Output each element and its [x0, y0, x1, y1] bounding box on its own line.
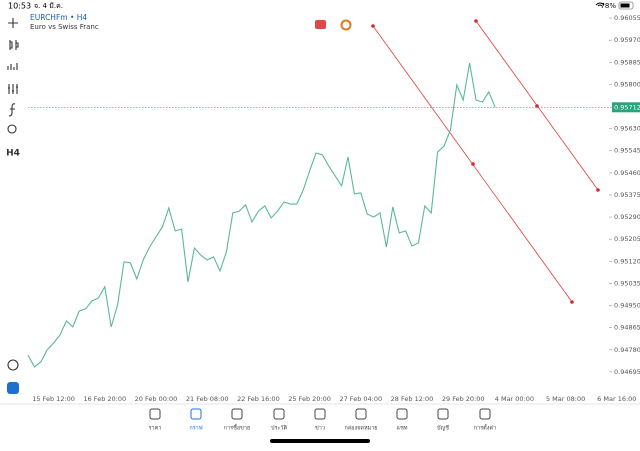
y-tick-label: 0.96055	[614, 14, 640, 22]
x-tick-label: 15 Feb 12:00	[32, 395, 75, 403]
symbol: EURCHFm • H4	[30, 13, 87, 22]
x-tick-label: 27 Feb 04:00	[339, 395, 382, 403]
indicators-tool[interactable]	[7, 63, 18, 70]
history-tool[interactable]	[7, 359, 19, 371]
function-tool[interactable]	[8, 103, 16, 117]
tab-icon[interactable]	[149, 408, 161, 420]
y-tick-label: 0.94950	[614, 302, 640, 310]
timeframe-button[interactable]: H4	[6, 149, 20, 159]
trend-point[interactable]	[471, 162, 475, 166]
y-tick-label: 0.94865	[614, 324, 640, 332]
y-tick-label: 0.95120	[614, 257, 640, 265]
x-tick-label: 4 Mar 00:00	[495, 395, 534, 403]
battery-fill	[620, 3, 630, 8]
trend-point[interactable]	[474, 19, 478, 23]
wifi-icon	[595, 2, 605, 7]
tab-label[interactable]: ข่าว	[315, 426, 325, 432]
tab-label[interactable]: การตั้งค่า	[474, 424, 496, 432]
tab-label[interactable]: แชท	[397, 425, 408, 432]
x-tick-label: 29 Feb 20:00	[442, 395, 485, 403]
tab-icon[interactable]	[396, 408, 408, 420]
status-date: จ. 4 มี.ค.	[34, 2, 63, 10]
y-tick-label: 0.95035	[614, 279, 640, 287]
trend-point[interactable]	[596, 188, 600, 192]
y-tick-label: 0.94695	[614, 368, 640, 376]
status-time: 10:53	[8, 2, 31, 11]
symbol-description: Euro vs Swiss Franc	[30, 23, 99, 31]
tab-label[interactable]: ประวัติ	[271, 425, 287, 432]
tab-label[interactable]: บัญชี	[437, 425, 449, 432]
y-tick-label: 0.95205	[614, 235, 640, 243]
battery-level: 78%	[600, 2, 616, 10]
crosshair-tool[interactable]	[8, 18, 18, 28]
flag-icon	[340, 19, 352, 31]
flag-icon	[315, 20, 326, 29]
y-tick-label: 0.95460	[614, 169, 640, 177]
x-tick-label: 5 Mar 08:00	[546, 395, 585, 403]
current-price-box	[612, 102, 640, 113]
tab-icon[interactable]	[190, 408, 202, 420]
trend-point[interactable]	[371, 24, 375, 28]
tab-icon[interactable]	[355, 408, 367, 420]
tab-icon[interactable]	[314, 408, 326, 420]
tab-icon[interactable]	[231, 408, 243, 420]
price-line	[27, 62, 496, 368]
current-price-label: 0.95712	[614, 103, 640, 111]
tab-icon[interactable]	[273, 408, 285, 420]
trend-point[interactable]	[570, 300, 574, 304]
x-tick-label: 25 Feb 20:00	[288, 395, 331, 403]
home-indicator	[270, 439, 370, 443]
app-logo[interactable]	[7, 382, 19, 394]
x-tick-label: 21 Feb 08:00	[186, 395, 229, 403]
x-tick-label: 16 Feb 20:00	[83, 395, 126, 403]
objects-tool[interactable]	[7, 124, 17, 134]
settings-tool[interactable]	[8, 84, 18, 94]
tab-label[interactable]: การซื้อขาย	[224, 424, 250, 432]
y-tick-label: 0.94780	[614, 346, 640, 354]
y-tick-label: 0.95290	[614, 213, 640, 221]
x-tick-label: 28 Feb 12:00	[391, 395, 434, 403]
y-tick-label: 0.95800	[614, 80, 640, 88]
y-tick-label: 0.95630	[614, 125, 640, 133]
chart-type-tool[interactable]	[9, 40, 19, 50]
y-tick-label: 0.95545	[614, 147, 640, 155]
battery-icon	[618, 1, 634, 10]
y-tick-label: 0.95375	[614, 191, 640, 199]
y-tick-label: 0.95885	[614, 58, 640, 66]
tab-icon[interactable]	[479, 408, 491, 420]
y-tick-label: 0.95970	[614, 36, 640, 44]
x-tick-label: 20 Feb 00:00	[135, 395, 178, 403]
tab-label[interactable]: ราคา	[149, 426, 162, 432]
x-tick-label: 22 Feb 16:00	[237, 395, 280, 403]
trend-point[interactable]	[535, 104, 539, 108]
tab-label[interactable]: กล่องจดหมาย	[344, 426, 377, 432]
tab-icon[interactable]	[437, 408, 449, 420]
x-tick-label: 6 Mar 16:00	[597, 395, 636, 403]
tab-label[interactable]: กราฟ	[189, 425, 202, 432]
